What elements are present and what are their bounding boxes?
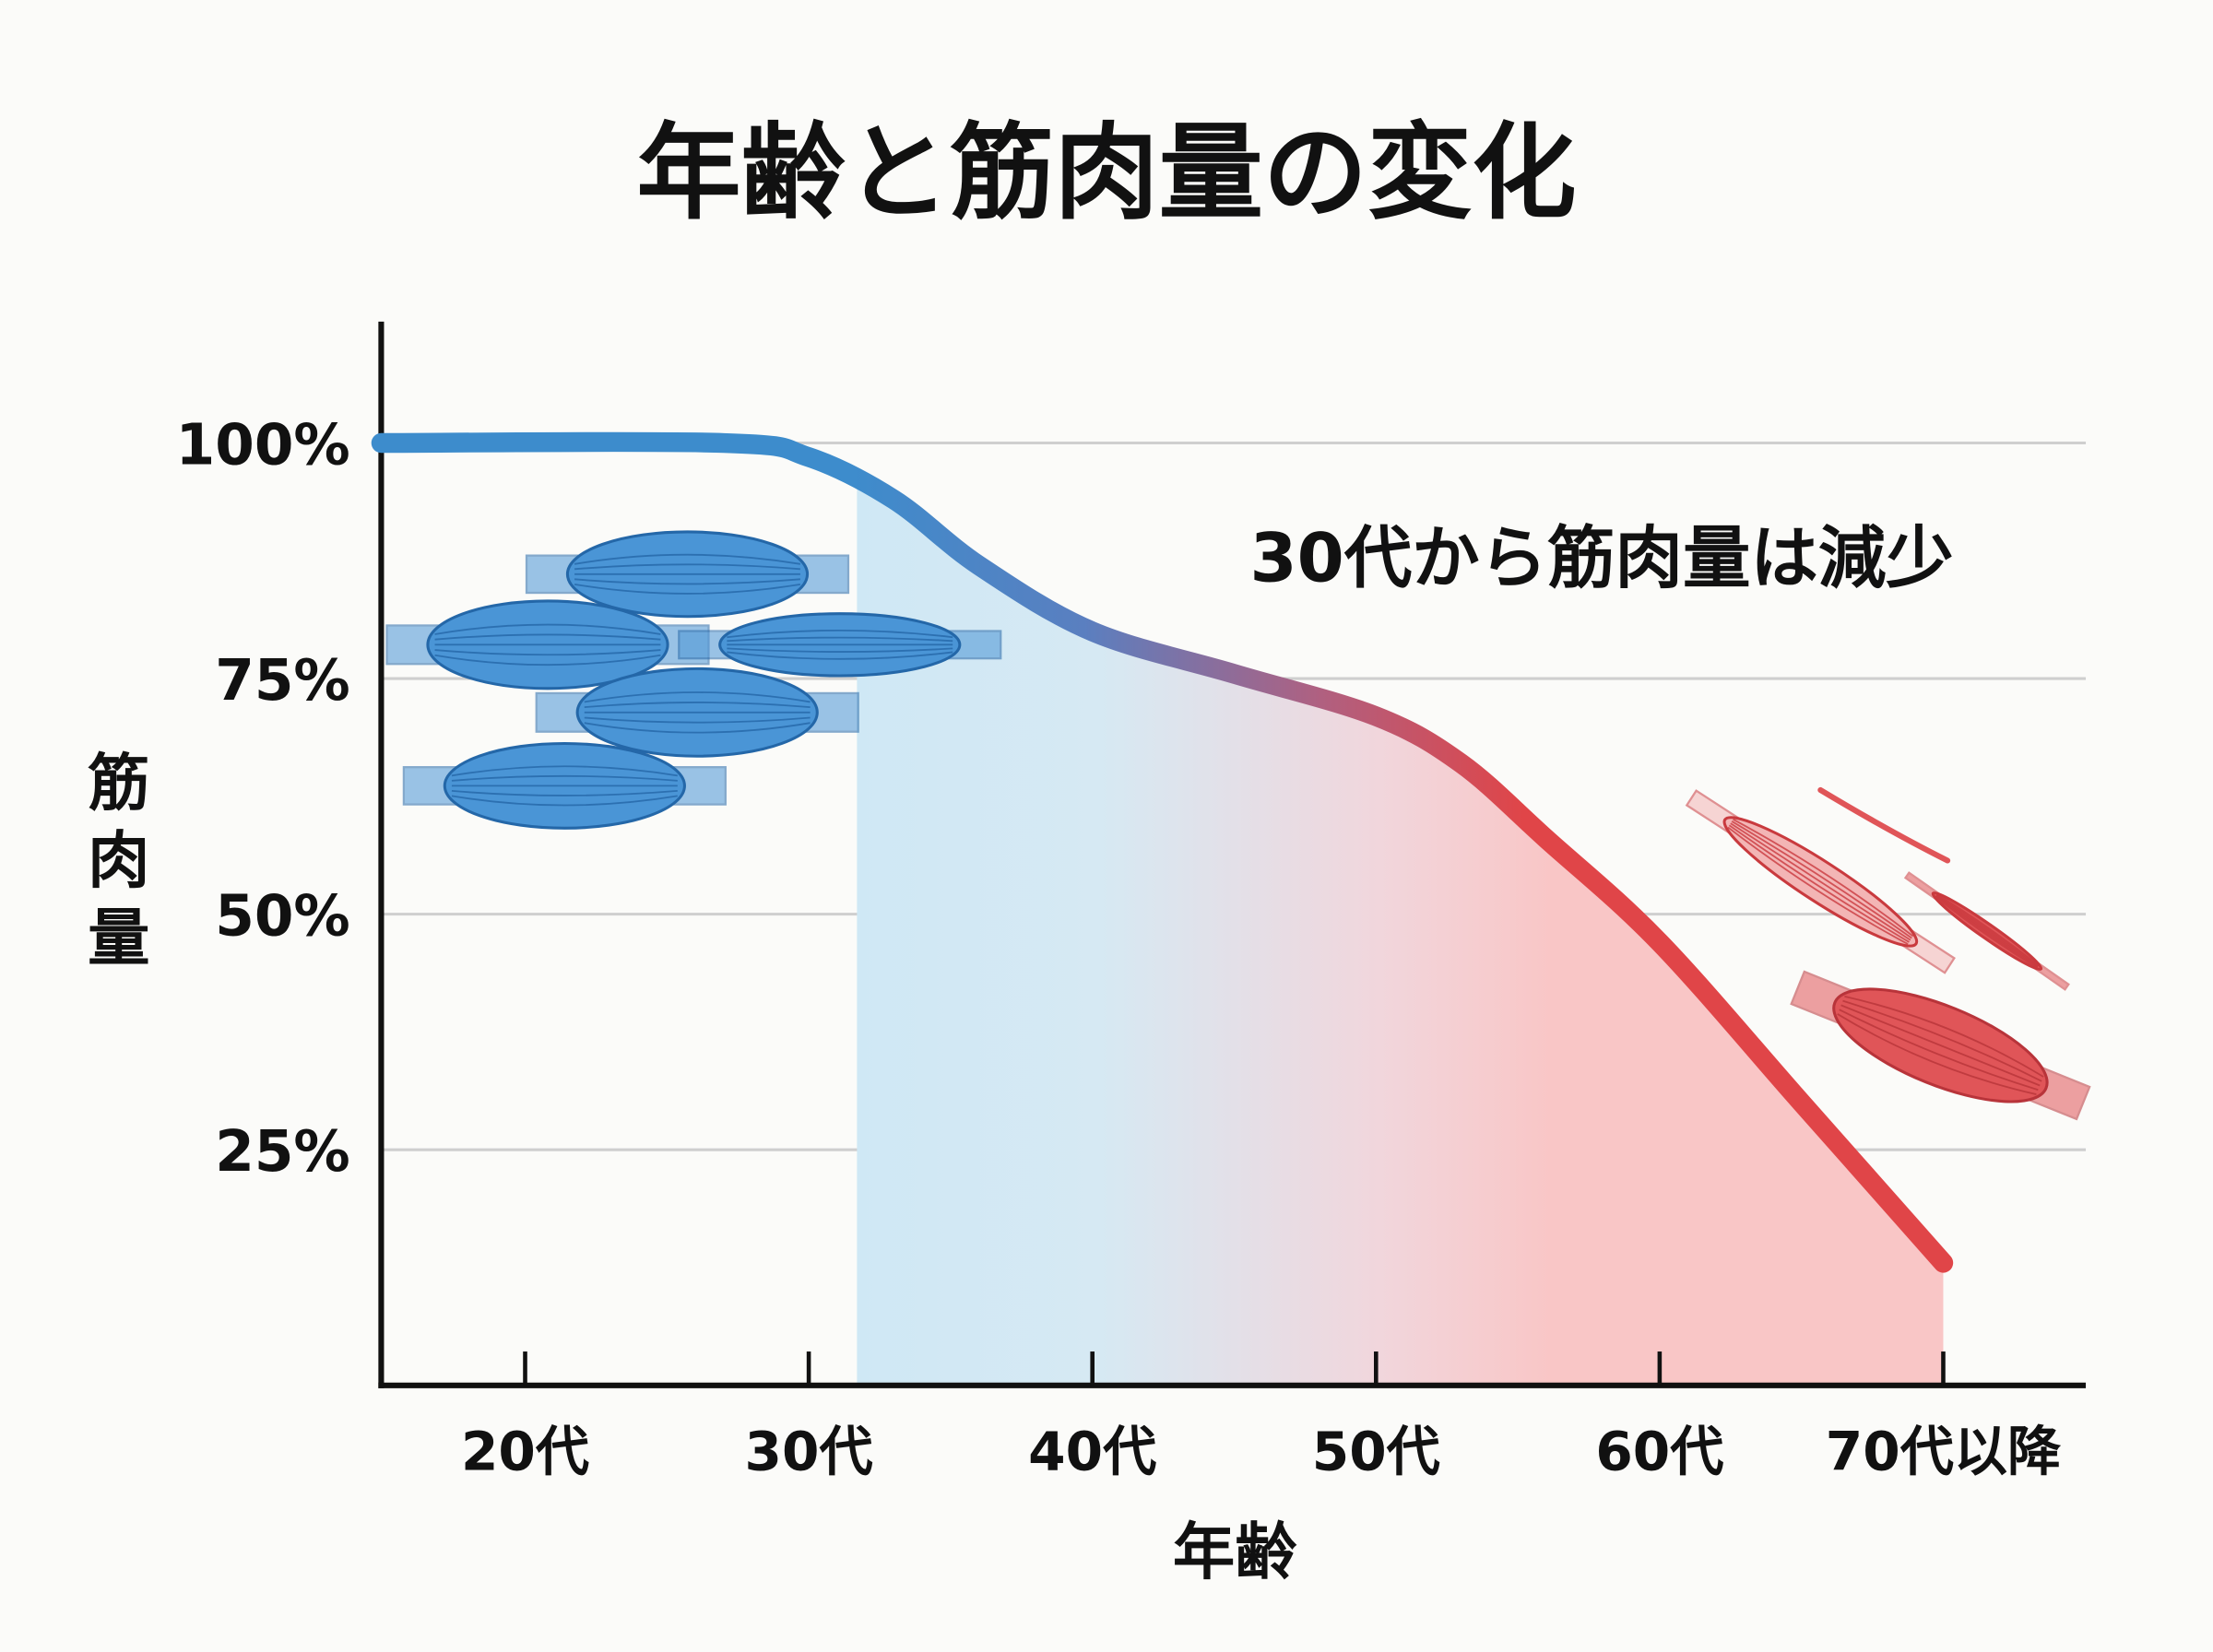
muscle	[525, 530, 850, 619]
muscle-fiber	[574, 553, 801, 565]
muscle-fiber	[1935, 893, 2040, 967]
muscle-fiber	[574, 583, 801, 595]
shaded-area	[857, 478, 1944, 1386]
healthy-muscle-icon	[385, 530, 1002, 830]
x-axis-label: 年齢	[1173, 1516, 1297, 1587]
atrophied-muscle-icon	[1685, 786, 2091, 1121]
muscle-fiber	[1730, 822, 1911, 941]
muscle-fiber	[1844, 995, 2044, 1078]
muscle	[1903, 871, 2070, 991]
chart-title: 年齢と筋肉量の変化	[636, 112, 1576, 233]
x-tick-label: 20代	[461, 1421, 589, 1483]
muscle-fiber	[1731, 820, 1912, 939]
muscle	[678, 612, 1002, 678]
y-tick-label: 100%	[176, 412, 350, 478]
muscle-fiber	[451, 795, 678, 807]
x-tick-label: 50代	[1312, 1421, 1440, 1483]
muscle-fiber	[727, 647, 953, 654]
muscle-fiber	[1840, 1004, 2041, 1087]
x-tick-label: 60代	[1595, 1421, 1723, 1483]
muscle-fiber	[434, 633, 661, 641]
muscle-fiber	[1733, 818, 1914, 938]
muscle-fiber	[1728, 824, 1910, 943]
muscle-fiber	[434, 654, 661, 667]
muscle-fiber	[451, 774, 678, 782]
muscle-fiber	[1839, 1009, 2039, 1092]
muscle-fiber	[584, 716, 811, 724]
muscle-fiber	[1935, 896, 2038, 969]
muscle-fiber	[727, 636, 953, 643]
muscle-fiber	[1935, 894, 2039, 968]
y-tick-label: 50%	[215, 884, 349, 950]
muscle-fiber	[434, 623, 661, 635]
muscle-fiber	[1842, 999, 2042, 1082]
series-line	[371, 431, 1954, 1273]
annotation: 30代から筋肉量は減少	[1250, 519, 1954, 597]
muscle-fiber	[584, 701, 811, 709]
muscle-fiber	[1936, 893, 2040, 966]
x-tick-label: 40代	[1028, 1421, 1156, 1483]
x-tick-label: 70代以降	[1826, 1421, 2062, 1483]
muscle	[1790, 970, 2091, 1121]
muscle	[402, 741, 727, 830]
muscle-fiber	[584, 691, 811, 703]
y-tick-label: 25%	[215, 1119, 349, 1185]
y-axis-label: 筋肉量	[88, 747, 149, 974]
muscle-fiber	[1837, 1013, 2037, 1095]
muscle-fiber	[574, 563, 800, 571]
muscle	[385, 599, 710, 690]
muscle	[535, 667, 859, 758]
muscle-fiber	[727, 629, 953, 639]
x-tick-label: 30代	[745, 1421, 873, 1483]
muscle-strand	[1817, 786, 1951, 864]
muscle-fiber	[434, 649, 661, 656]
muscle-fiber	[1727, 826, 1909, 945]
muscle-fiber	[451, 765, 678, 777]
axes	[378, 321, 2087, 1388]
muscle-fiber	[1935, 895, 2039, 969]
muscle	[1685, 789, 1956, 974]
muscle-fiber	[727, 651, 953, 660]
muscle-fiber	[451, 789, 678, 796]
muscle-fiber	[574, 578, 800, 585]
y-tick-label: 75%	[215, 648, 349, 714]
muscle-fiber	[584, 722, 811, 734]
